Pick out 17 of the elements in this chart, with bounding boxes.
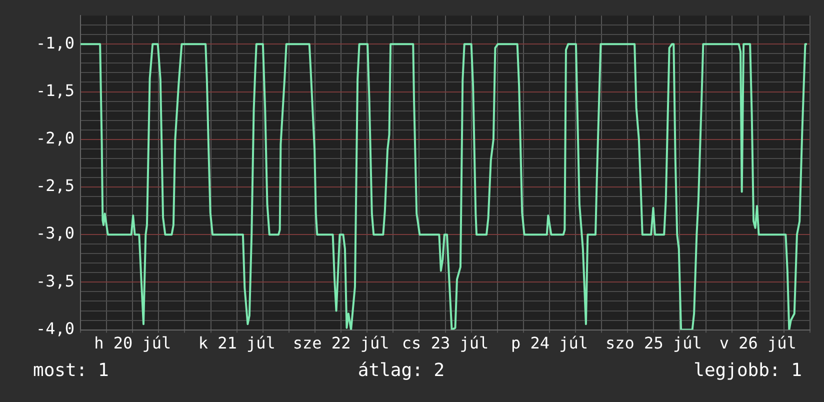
x-tick-label: sze 22 júl xyxy=(292,334,390,353)
y-tick-label: -3,5 xyxy=(36,271,75,290)
y-tick-label: -2,5 xyxy=(36,176,75,196)
x-tick-label: v 26 júl xyxy=(719,334,796,353)
y-tick-label: -3,0 xyxy=(36,224,75,243)
text: most: 1 xyxy=(33,360,109,381)
x-tick-label: k 21 júl xyxy=(198,334,276,353)
text: legjobb: 1 xyxy=(694,360,802,381)
x-tick-label: h 20 júl xyxy=(94,334,172,353)
y-tick-label: -1,0 xyxy=(36,33,75,52)
x-tick-label: p 24 júl xyxy=(510,334,588,353)
y-tick-label: -4,0 xyxy=(36,318,75,338)
x-tick-label: szo 25 júl xyxy=(606,334,702,353)
y-tick-label: -1,5 xyxy=(36,80,75,100)
x-tick-label: cs 23 júl xyxy=(402,334,489,353)
text: átlag: 2 xyxy=(358,360,445,381)
y-tick-label: -2,0 xyxy=(36,128,75,148)
